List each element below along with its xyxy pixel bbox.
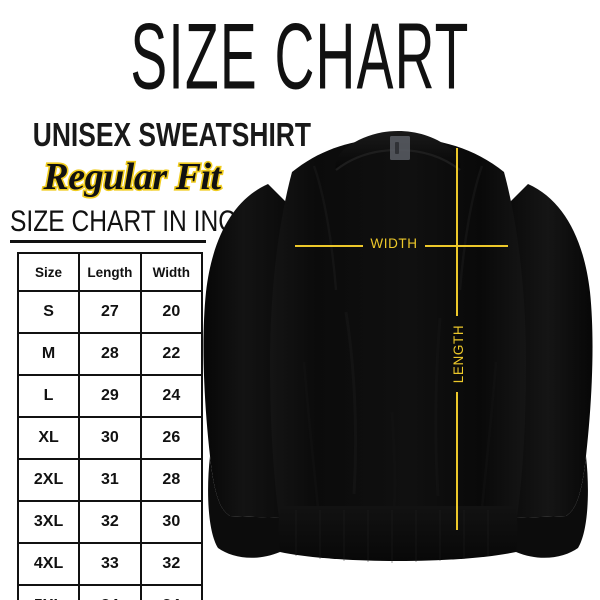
table-row: 5XL 34 34	[16, 584, 204, 600]
hem-ribbing	[295, 510, 489, 563]
right-shoulder-seam	[458, 165, 484, 291]
table-row: L 29 24	[16, 374, 204, 418]
units-heading-underline	[10, 240, 206, 243]
cell-width: 22	[139, 332, 204, 376]
table-row: XL 30 26	[16, 416, 204, 460]
table-row: 3XL 32 30	[16, 500, 204, 544]
fabric-fold	[390, 411, 397, 511]
cell-size: 5XL	[16, 584, 81, 600]
cell-size: 2XL	[16, 458, 81, 502]
column-header-size: Size	[16, 252, 81, 292]
cell-size: 3XL	[16, 500, 81, 544]
right-sleeve	[504, 184, 593, 518]
left-shoulder-seam	[312, 165, 338, 291]
cell-length: 33	[78, 542, 142, 586]
fabric-fold	[344, 311, 358, 495]
shirt-body	[270, 138, 526, 524]
cell-size: M	[16, 332, 81, 376]
table-row: S 27 20	[16, 290, 204, 334]
cell-width: 30	[139, 500, 204, 544]
fabric-fold	[434, 317, 442, 497]
size-table: Size Length Width S 27 20 M 28 22 L 29 2…	[16, 252, 204, 600]
cell-width: 32	[139, 542, 204, 586]
table-header-row: Size Length Width	[16, 252, 204, 292]
column-header-length: Length	[78, 252, 142, 292]
cell-length: 27	[78, 290, 142, 334]
fabric-fold	[302, 361, 320, 509]
cell-size: L	[16, 374, 81, 418]
fabric-fold	[480, 361, 498, 509]
units-heading: SIZE CHART IN INCHES	[10, 205, 287, 238]
table-row: M 28 22	[16, 332, 204, 376]
sweatshirt-mockup	[196, 112, 600, 582]
column-header-width: Width	[139, 252, 204, 292]
cell-length: 34	[78, 584, 142, 600]
left-sleeve	[203, 184, 292, 518]
right-cuff	[514, 456, 588, 558]
cell-length: 30	[78, 416, 142, 460]
cell-length: 32	[78, 500, 142, 544]
page-title: SIZE CHART	[130, 4, 470, 109]
cell-size: XL	[16, 416, 81, 460]
cell-length: 29	[78, 374, 142, 418]
cell-length: 28	[78, 332, 142, 376]
sweatshirt-illustration	[203, 131, 593, 563]
cell-size: 4XL	[16, 542, 81, 586]
crewneck-collar	[335, 131, 461, 170]
left-cuff	[208, 456, 282, 558]
cell-width: 28	[139, 458, 204, 502]
cell-width: 26	[139, 416, 204, 460]
table-row: 4XL 33 32	[16, 542, 204, 586]
cell-width: 20	[139, 290, 204, 334]
waistband-hem	[278, 506, 518, 561]
units-heading-wrap: SIZE CHART IN INCHES	[10, 205, 287, 238]
cell-size: S	[16, 290, 81, 334]
neck-label-tag	[390, 136, 410, 160]
cell-width: 34	[139, 584, 204, 600]
table-row: 2XL 31 28	[16, 458, 204, 502]
cell-width: 24	[139, 374, 204, 418]
fit-type-heading: Regular Fit	[42, 154, 223, 199]
cell-length: 31	[78, 458, 142, 502]
neck-label-mark	[395, 142, 399, 154]
